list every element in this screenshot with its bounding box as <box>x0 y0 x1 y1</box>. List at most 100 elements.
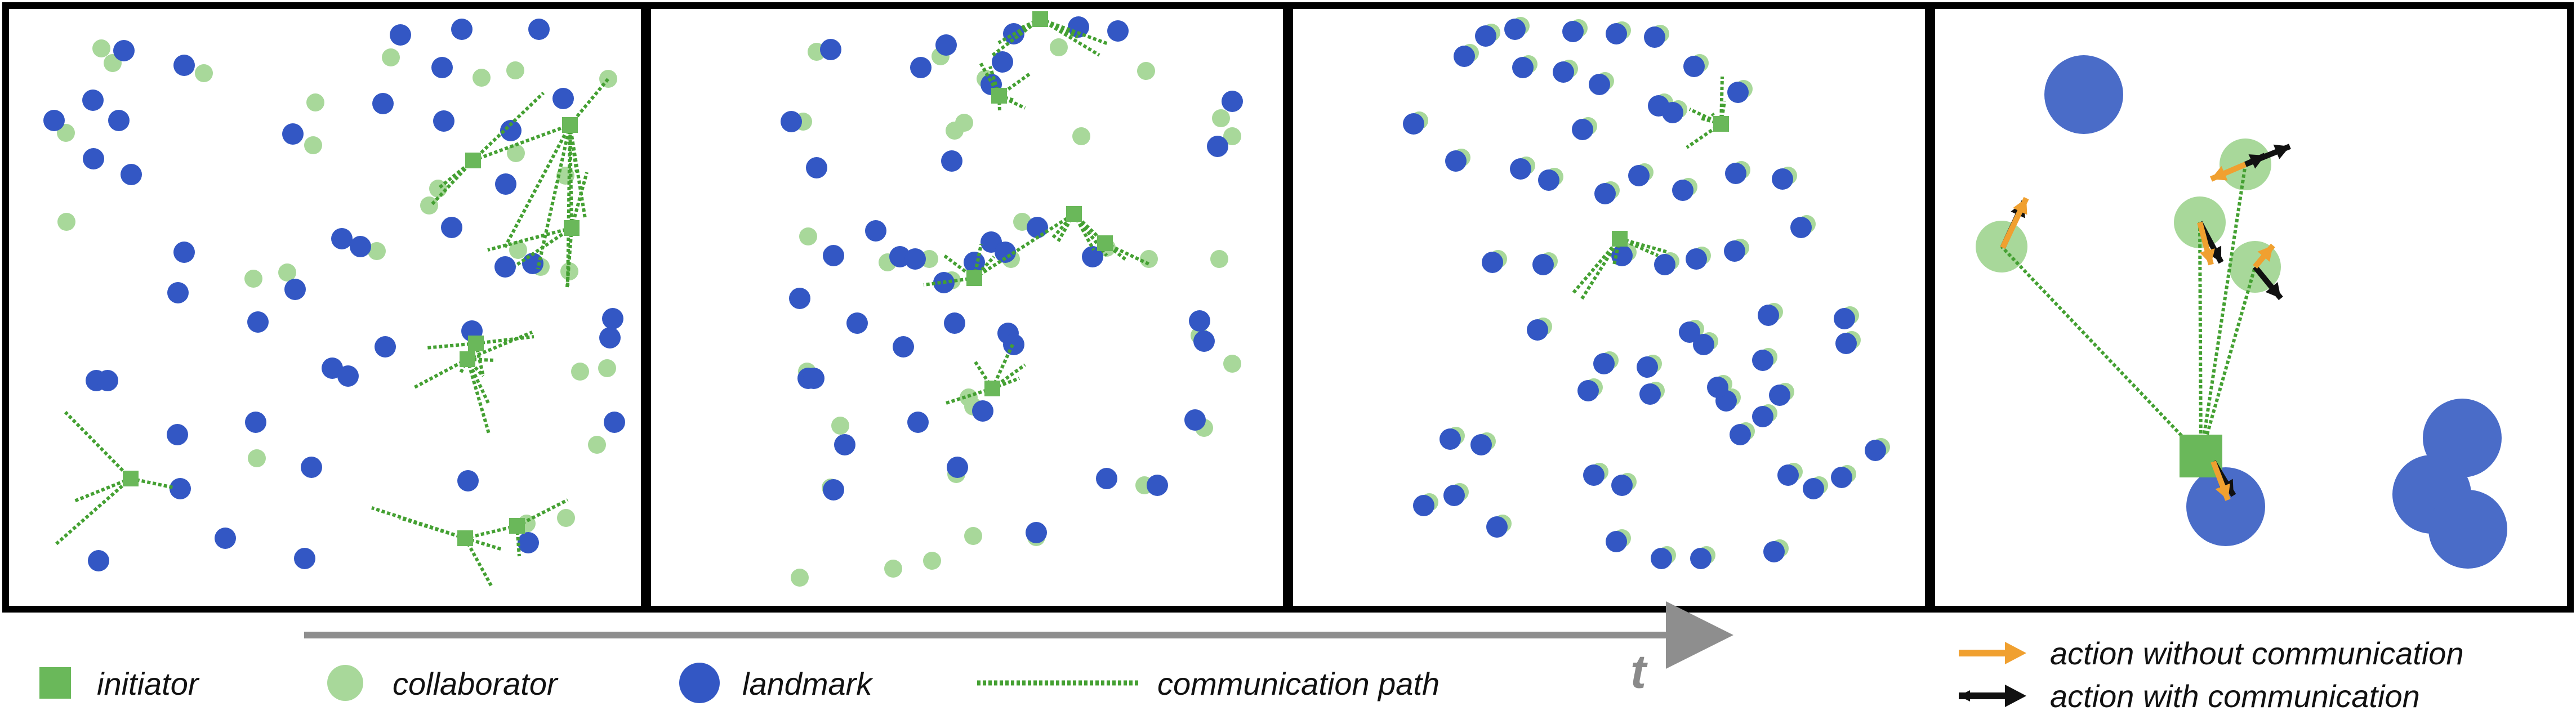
communication-path <box>568 78 610 126</box>
landmark <box>1589 74 1610 95</box>
communication-path <box>502 124 572 250</box>
landmark <box>1654 254 1675 275</box>
landmark <box>1769 385 1790 406</box>
landmark <box>1707 377 1728 398</box>
landmark <box>1470 434 1492 455</box>
initiator-marker <box>1066 206 1082 222</box>
initiator-legend-icon <box>39 667 71 699</box>
landmark <box>1184 409 1206 431</box>
collaborator <box>507 144 525 162</box>
initiator-marker <box>123 471 139 486</box>
landmark <box>1790 217 1812 238</box>
landmark <box>1693 334 1714 355</box>
panel-3-frame <box>1286 2 1932 613</box>
collaborator <box>368 242 386 260</box>
communication-path <box>515 525 521 557</box>
landmark <box>602 308 623 329</box>
action-without-arrow-head <box>2013 198 2027 215</box>
landmark <box>1562 21 1584 42</box>
landmark <box>518 532 539 553</box>
landmark <box>789 288 810 309</box>
collaborator <box>571 363 589 381</box>
landmark <box>1679 321 1700 343</box>
initiator-marker <box>465 153 481 168</box>
communication-path <box>1619 237 1669 254</box>
landmark <box>781 111 802 132</box>
landmark <box>941 150 962 172</box>
landmark <box>1532 254 1554 275</box>
initiator-marker <box>1032 11 1048 27</box>
landmark <box>995 242 1016 263</box>
landmark <box>215 528 236 549</box>
landmark <box>350 236 371 257</box>
landmark <box>1096 468 1117 489</box>
landmark <box>337 365 359 387</box>
initiator-marker <box>564 220 580 236</box>
action-without-legend-label: action without communication <box>2050 636 2464 671</box>
communication-path <box>429 159 475 207</box>
communication-path <box>467 358 496 362</box>
landmark <box>457 470 479 491</box>
action-with-legend-label: action with communication <box>2050 678 2420 714</box>
landmark <box>1637 356 1658 378</box>
landmark <box>2428 490 2507 569</box>
collaborator <box>955 114 973 132</box>
landmark <box>1207 136 1228 157</box>
landmark <box>1107 20 1129 42</box>
landmark <box>1835 333 1857 354</box>
landmark <box>907 412 929 433</box>
collaborator <box>964 527 982 545</box>
landmark <box>552 88 574 109</box>
landmark <box>1752 350 1773 371</box>
communication-path <box>568 124 573 229</box>
communication-path <box>1571 238 1621 295</box>
landmark <box>121 164 142 185</box>
landmark <box>1454 46 1475 67</box>
communication-path <box>466 330 533 361</box>
collaborator <box>57 124 75 142</box>
communication-path <box>475 335 534 345</box>
communication-path <box>1039 17 1109 46</box>
landmark <box>1662 102 1683 123</box>
landmark <box>904 248 926 270</box>
landmark <box>88 550 109 571</box>
communication-path <box>466 358 485 378</box>
initiator-marker <box>460 351 475 367</box>
landmark <box>1527 319 1548 341</box>
landmark <box>173 242 195 263</box>
landmark <box>1724 240 1745 262</box>
initiator-legend-label: initiator <box>97 666 200 701</box>
landmark <box>1606 23 1627 44</box>
initiator-marker <box>1713 116 1729 132</box>
landmark <box>431 57 453 78</box>
action-with-arrow-head <box>2248 154 2265 169</box>
landmark <box>247 311 269 333</box>
landmark <box>823 245 844 266</box>
communication-path <box>64 410 132 480</box>
panel-4-zoom-scene <box>1976 55 2507 569</box>
landmark <box>1189 310 1210 332</box>
collaborator <box>244 270 262 288</box>
landmark <box>1752 406 1773 427</box>
communication-path <box>465 524 518 540</box>
communication-path <box>536 124 572 270</box>
landmark <box>820 39 841 60</box>
landmark <box>375 336 396 358</box>
landmark <box>113 40 135 61</box>
initiator-marker <box>984 381 1000 396</box>
landmark <box>2186 467 2265 546</box>
collaborator <box>506 61 524 79</box>
collaborator <box>429 180 447 198</box>
landmark <box>282 123 304 145</box>
landmark <box>1572 119 1593 140</box>
action-with-arrow-head <box>2207 245 2222 262</box>
communication-path <box>1700 117 1722 126</box>
collaborator <box>598 359 616 377</box>
landmark <box>1512 57 1534 78</box>
communication-path <box>1612 238 1621 265</box>
landmark <box>823 479 844 500</box>
landmark <box>972 400 993 422</box>
landmark <box>1538 169 1559 191</box>
collaborator-legend-label: collaborator <box>393 666 559 701</box>
landmark <box>1413 495 1434 516</box>
